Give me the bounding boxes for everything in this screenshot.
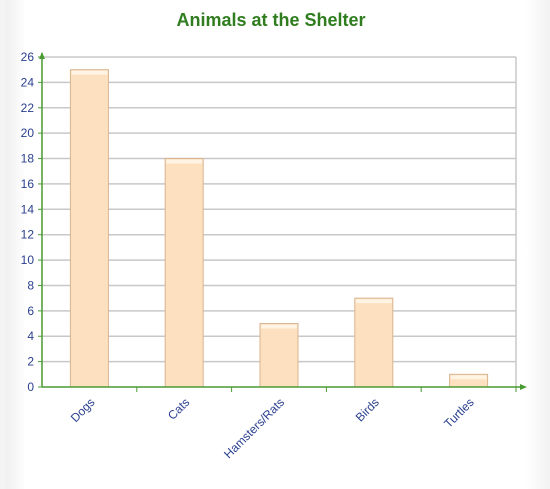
y-tick-label: 14 — [21, 202, 35, 216]
x-tick-label: Hamsters/Rats — [221, 395, 287, 461]
y-tick-label: 24 — [21, 75, 35, 89]
x-tick-label: Turtles — [441, 395, 477, 431]
y-tick-label: 16 — [21, 177, 35, 191]
y-tick-label: 4 — [27, 329, 34, 343]
bar-top-highlight — [71, 70, 108, 75]
bar — [354, 297, 394, 388]
y-axis-arrow — [39, 52, 45, 59]
y-tick-label: 20 — [21, 126, 35, 140]
bar-top-highlight — [355, 299, 392, 304]
y-tick-label: 22 — [21, 101, 35, 115]
y-tick-label: 2 — [27, 355, 34, 369]
bar-top-highlight — [166, 159, 203, 164]
x-tick-label: Dogs — [68, 395, 98, 425]
bar-top-highlight — [261, 324, 297, 329]
bar — [259, 323, 299, 388]
bar — [69, 69, 109, 388]
x-axis-arrow — [520, 384, 527, 390]
bar-top-highlight — [450, 375, 487, 380]
bar — [164, 158, 204, 388]
y-tick-label: 18 — [21, 152, 35, 166]
y-tick-label: 26 — [21, 50, 35, 64]
y-tick-label: 8 — [27, 278, 34, 292]
x-tick-label: Cats — [165, 395, 192, 422]
y-tick-label: 12 — [21, 228, 35, 242]
chart-card: Animals at the Shelter 0 2 4 6 8 10 12 14 16 18 20… — [6, 0, 546, 489]
chart-title: Animals at the Shelter — [176, 10, 366, 30]
y-tick-label: 10 — [21, 253, 35, 267]
x-tick-label: Birds — [353, 395, 382, 424]
y-tick-label: 0 — [27, 380, 34, 394]
y-tick-label: 6 — [27, 304, 34, 318]
